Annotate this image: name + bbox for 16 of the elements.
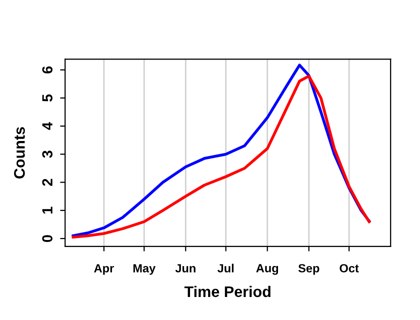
x-tick-label: May: [133, 264, 156, 275]
x-tick-label: Apr: [94, 264, 114, 275]
x-tick-label: Sep: [298, 264, 320, 275]
y-tick-label: 5: [42, 94, 52, 102]
y-tick-label: 2: [42, 178, 52, 186]
x-tick-label: Oct: [340, 264, 359, 272]
y-tick-label: 3: [42, 150, 53, 158]
x-tick-label: Jun: [175, 264, 196, 272]
y-tick-label: 0: [42, 235, 52, 242]
y-axis-title: Counts: [14, 127, 25, 178]
x-tick-label: Aug: [256, 264, 278, 275]
y-tick-label: 4: [42, 122, 52, 130]
y-tick-label: 6: [42, 66, 52, 74]
x-axis-title: Time Period: [184, 286, 270, 298]
y-tick-label: 1: [42, 206, 52, 214]
x-tick-label: Jul: [217, 264, 234, 272]
